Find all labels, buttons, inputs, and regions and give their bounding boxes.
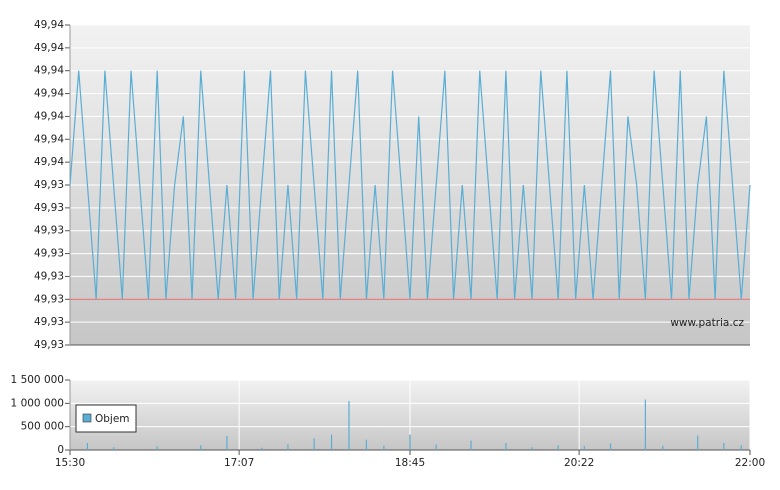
volume-bar: [261, 447, 263, 450]
y-tick-label: 49,94: [34, 156, 64, 168]
volume-bar: [557, 445, 559, 450]
volume-bar: [583, 446, 585, 450]
x-tick-label: 22:00: [735, 457, 765, 469]
volume-bar: [723, 443, 725, 450]
volume-bar: [156, 446, 158, 450]
volume-bar: [86, 443, 89, 450]
legend-swatch: [82, 413, 92, 423]
volume-bar: [287, 444, 289, 450]
y-tick-label: 49,93: [34, 293, 64, 305]
volume-bar: [409, 434, 411, 450]
volume-bar: [313, 438, 315, 450]
volume-bar: [226, 436, 228, 450]
y-tick-label: 49,93: [34, 270, 64, 282]
y-tick-label: 0: [57, 444, 64, 456]
volume-bar: [531, 447, 533, 450]
price-line: [69, 70, 751, 300]
x-tick-label: 20:22: [564, 457, 594, 469]
volume-bar: [740, 445, 742, 450]
volume-bar: [383, 445, 385, 450]
y-tick-label: 49,94: [34, 110, 64, 122]
y-tick-label: 500 000: [21, 421, 64, 433]
y-tick-label: 49,94: [34, 19, 64, 31]
y-tick-label: 49,93: [34, 179, 64, 191]
y-tick-label: 1 000 000: [11, 397, 64, 409]
y-tick-label: 49,93: [34, 248, 64, 260]
volume-bar: [470, 440, 472, 450]
y-tick-label: 49,93: [34, 225, 64, 237]
volume-bar: [365, 439, 368, 450]
volume-bar: [644, 399, 646, 450]
volume-bar: [330, 434, 333, 450]
y-tick-label: 49,94: [34, 65, 64, 77]
volume-bar: [697, 435, 699, 450]
volume-bar: [348, 401, 350, 450]
x-tick-label: 17:07: [224, 457, 254, 469]
volume-bar: [505, 443, 507, 450]
y-tick-label: 49,94: [34, 42, 64, 54]
y-tick-label: 49,94: [34, 133, 64, 145]
volume-bar: [112, 447, 115, 450]
x-tick-label: 15:30: [55, 457, 85, 469]
volume-bar: [200, 445, 202, 450]
watermark: www.patria.cz: [670, 317, 744, 329]
volume-bar: [662, 445, 664, 450]
y-tick-label: 49,93: [34, 316, 64, 328]
volume-bar: [435, 444, 437, 450]
y-tick-label: 49,93: [34, 339, 64, 351]
y-tick-label: 49,93: [34, 202, 64, 214]
y-tick-label: 49,94: [34, 88, 64, 100]
volume-bar: [609, 443, 612, 450]
y-tick-label: 1 500 000: [11, 374, 64, 386]
legend-label: Objem: [95, 413, 130, 425]
x-tick-label: 18:45: [395, 457, 425, 469]
